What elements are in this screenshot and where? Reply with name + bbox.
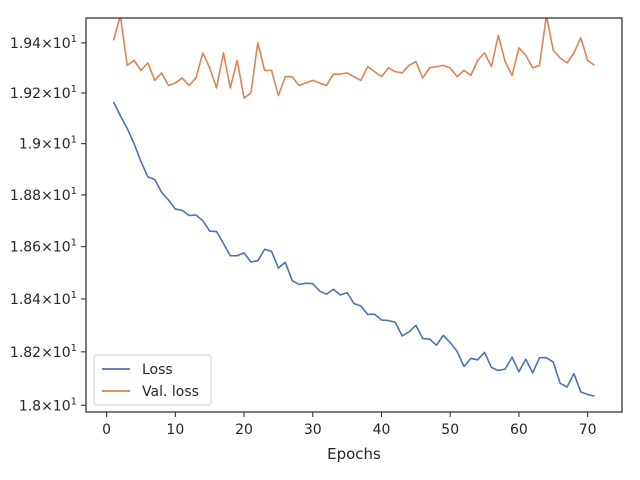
y-tick-label: 1.86×101 [10,238,77,256]
series-line-val-loss [112,18,595,99]
plot-frame [85,17,623,413]
legend: Loss Val. loss [93,354,212,406]
y-tick-label: 1.84×101 [10,290,77,308]
legend-box [93,354,212,406]
legend-label: Val. loss [142,384,199,400]
x-axis-label: Epochs [327,445,381,463]
y-axis: 1.8×101 1.82×101 1.84×101 1.86×101 1.88×101 1… [10,34,86,414]
x-tick-label: 40 [373,422,391,438]
y-tick-label: 1.9×101 [19,135,77,153]
y-tick-label: 1.8×101 [19,396,77,414]
x-tick-label: 20 [235,422,253,438]
legend-label: Loss [142,362,173,378]
x-tick-label: 50 [441,422,459,438]
y-tick-label: 1.92×101 [10,84,77,102]
y-tick-label: 1.88×101 [10,186,77,204]
series-line-loss [112,101,595,397]
x-tick-label: 60 [510,422,528,438]
y-tick-label: 1.82×101 [10,343,77,361]
x-tick-label: 70 [579,422,597,438]
x-tick-label: 30 [304,422,322,438]
x-tick-label: 10 [166,422,184,438]
y-tick-label: 1.94×101 [10,34,77,52]
plot-area [85,17,623,413]
x-tick-label: 0 [102,422,111,438]
x-axis: 0 10 20 30 40 50 60 70 [102,412,597,438]
